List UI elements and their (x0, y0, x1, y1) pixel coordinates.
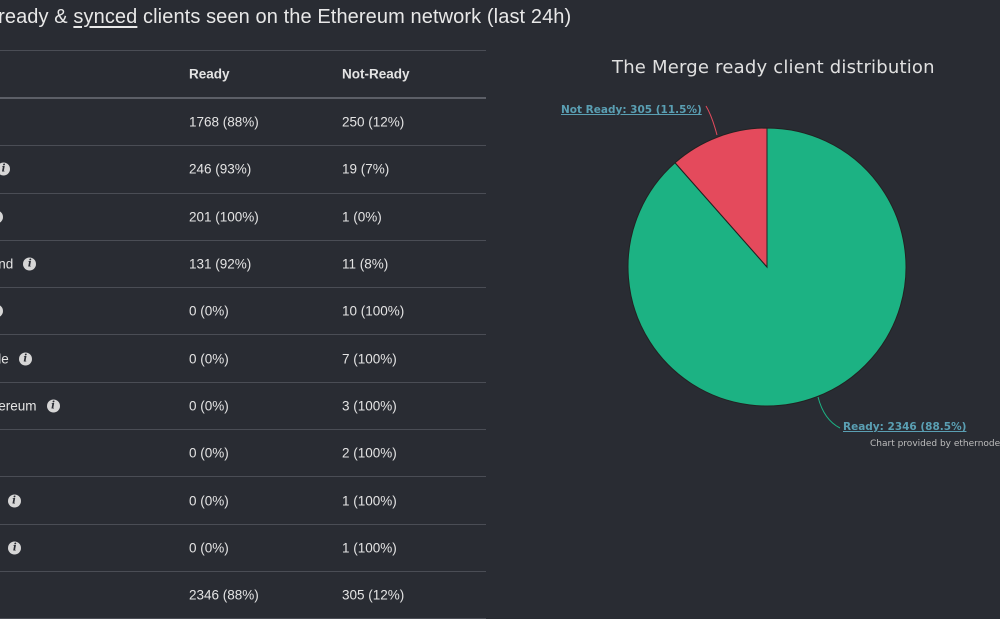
ready-connector (817, 396, 841, 429)
not-ready-cell: 2 (100%) (342, 445, 397, 461)
ready-cell: 0 (0%) (189, 351, 229, 367)
not-ready-cell: 250 (12%) (342, 114, 405, 130)
not-ready-cell: 7 (100%) (342, 351, 397, 367)
ready-cell: 0 (0%) (189, 398, 229, 414)
info-icon[interactable]: i (0, 304, 3, 318)
chart-credit: Chart provided by ethernodes (870, 439, 1000, 449)
pie-slice-ready[interactable] (627, 127, 907, 407)
client-name: nethereum (0, 398, 37, 414)
table-row: ai 0 (0%) 10 (100%) (0, 288, 486, 336)
client-name-cell: oindi (0, 493, 21, 508)
ready-cell: 0 (0%) (189, 445, 229, 461)
table-row: oni 246 (93%) 19 (7%) (0, 146, 486, 194)
not-ready-slice-label[interactable]: Not Ready: 305 (11.5%) (561, 104, 702, 116)
not-ready-cell: 1 (0%) (342, 209, 382, 225)
client-name-cell: ermindi (0, 256, 37, 272)
not-ready-cell: 1 (100%) (342, 540, 397, 556)
not-ready-cell: 10 (100%) (342, 303, 405, 319)
table-row: oindi 0 (0%) 1 (100%) (0, 477, 486, 525)
pie-slice-not-ready[interactable] (674, 127, 768, 269)
heading-suffix: clients seen on the Ethereum network (la… (137, 6, 572, 28)
chart-title: The Merge ready client distribution (612, 57, 935, 78)
clients-table: nt Ready Not-Ready i 1768 (88%) 250 (12%) o… (0, 50, 486, 619)
ready-cell: 246 (93%) (189, 161, 252, 177)
not-ready-cell: 305 (12%) (342, 587, 405, 603)
info-icon[interactable]: i (23, 257, 37, 271)
heading-prefix: ge ready & (0, 6, 68, 28)
ready-slice-label[interactable]: Ready: 2346 (88.5%) (843, 421, 967, 433)
synced-link[interactable]: synced (73, 6, 138, 28)
table-row: ermindi 131 (92%) 11 (8%) (0, 241, 486, 289)
ready-cell: 201 (100%) (189, 209, 259, 225)
client-name-cell: gethi (0, 540, 22, 555)
client-name-cell: nethereum i (0, 398, 60, 413)
ready-cell: 1768 (88%) (189, 114, 259, 130)
table-row: gethi 0 (0%) 1 (100%) (0, 525, 486, 572)
pie-chart (627, 105, 907, 429)
client-name: ermind (0, 256, 14, 272)
table-row: ui 201 (100%) 1 (0%) (0, 194, 486, 241)
ready-cell: 131 (92%) (189, 256, 252, 272)
client-name-cell: ui (0, 209, 3, 224)
table-row: i1768 (88%)250 (12%) (0, 99, 486, 147)
client-name-cell: oni (0, 162, 11, 177)
info-icon[interactable]: i (46, 399, 60, 413)
not-ready-cell: 1 (100%) (342, 493, 397, 509)
page-heading: ge ready & synced clients seen on the Et… (0, 6, 571, 29)
not-ready-cell: 11 (8%) (342, 256, 389, 272)
not-ready-cell: 19 (7%) (342, 161, 390, 177)
ready-cell: 0 (0%) (189, 540, 229, 556)
ready-cell: 0 (0%) (189, 493, 229, 509)
header-not-ready: Not-Ready (342, 66, 410, 82)
table-row: ynodei 0 (0%) 7 (100%) (0, 335, 486, 383)
client-name-cell: ynodei (0, 351, 32, 366)
client-name: ynode (0, 351, 9, 367)
client-name-cell: ai (0, 304, 3, 319)
ready-cell: 0 (0%) (189, 303, 229, 319)
not-ready-cell: 3 (100%) (342, 398, 397, 414)
ready-cell: 2346 (88%) (189, 587, 259, 603)
info-icon[interactable]: i (0, 210, 3, 224)
not-ready-connector (705, 105, 718, 136)
table-header-row: nt Ready Not-Ready (0, 50, 486, 99)
info-icon[interactable]: i (8, 541, 22, 555)
table-row: i0 (0%)2 (100%) (0, 430, 486, 478)
header-ready: Ready (189, 66, 230, 82)
info-icon[interactable]: i (18, 352, 32, 366)
info-icon[interactable]: i (7, 494, 21, 508)
table-row: nethereum i 0 (0%) 3 (100%) (0, 383, 486, 431)
info-icon[interactable]: i (0, 162, 11, 176)
